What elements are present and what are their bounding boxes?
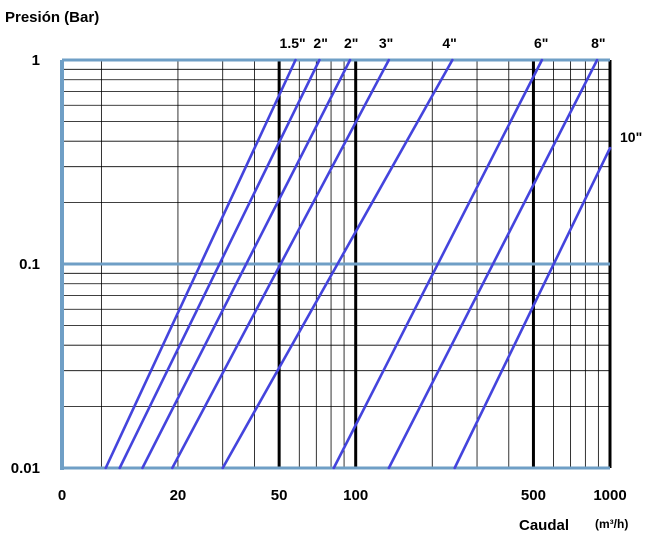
x-tick-label: 500 xyxy=(521,487,546,504)
series-line-6 xyxy=(387,58,599,470)
series-label-7: 10" xyxy=(620,129,642,145)
series-label-2: 2" xyxy=(344,35,358,51)
x-tick-label: 1000 xyxy=(593,487,626,504)
x-tick-label: 50 xyxy=(271,487,288,504)
series-label-3: 3" xyxy=(379,35,393,51)
x-axis-unit: (m³/h) xyxy=(595,517,628,531)
series-label-4: 4" xyxy=(442,35,456,51)
y-axis-title: Presión (Bar) xyxy=(5,9,99,26)
chart-labels: Presión (Bar) Caudal (m³/h) 1.5" 2" 2" 3" 4"… xyxy=(5,9,642,534)
series-line-5 xyxy=(332,58,544,470)
series-line-0 xyxy=(104,58,297,470)
series-lines xyxy=(104,58,612,470)
series-line-3 xyxy=(170,58,391,470)
x-tick-label: 0 xyxy=(58,487,66,504)
chart-grid xyxy=(60,58,612,470)
y-tick-label: 0.01 xyxy=(11,460,40,477)
series-line-4 xyxy=(221,58,454,470)
series-line-1 xyxy=(118,58,321,470)
series-label-1: 2" xyxy=(313,35,327,51)
series-line-2 xyxy=(141,58,352,470)
x-tick-label: 100 xyxy=(343,487,368,504)
series-label-6: 8" xyxy=(591,35,605,51)
y-tick-label: 0.1 xyxy=(19,256,40,273)
series-label-5: 6" xyxy=(534,35,548,51)
x-axis-title: Caudal xyxy=(519,517,569,534)
series-label-0: 1.5" xyxy=(280,35,306,51)
y-tick-label: 1 xyxy=(32,52,40,69)
series-line-7 xyxy=(453,146,612,470)
x-tick-label: 20 xyxy=(170,487,187,504)
